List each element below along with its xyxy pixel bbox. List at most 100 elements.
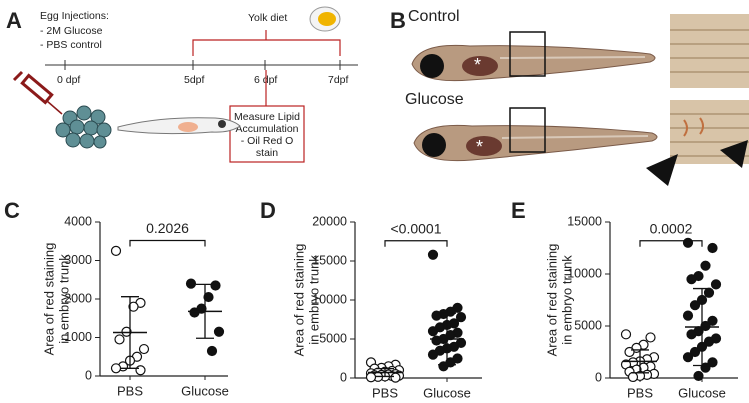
significance-bracket <box>639 240 703 247</box>
panel-letter: A <box>6 8 22 33</box>
data-point <box>431 310 442 321</box>
data-point <box>703 336 715 347</box>
data-point <box>110 363 122 374</box>
arrowhead <box>646 154 678 186</box>
syringe <box>12 70 63 115</box>
data-point <box>365 372 377 383</box>
fish-control <box>411 44 656 82</box>
p-value: <0.0001 <box>391 220 442 236</box>
row-label: Control <box>408 8 460 25</box>
data-point <box>686 329 697 340</box>
zoom-box <box>509 31 546 77</box>
injection-item: - PBS control <box>40 39 102 51</box>
data-point <box>620 329 632 340</box>
sd-bar <box>376 367 394 378</box>
y-tick-label: 3000 <box>64 253 92 267</box>
data-point <box>390 372 401 383</box>
y-tick-label: 10000 <box>567 266 602 280</box>
data-point <box>707 357 718 368</box>
sd-bar <box>196 283 214 339</box>
y-tick-label: 0 <box>340 370 347 384</box>
y-tick-label: 20000 <box>312 214 347 228</box>
assay-text: Measure Lipid <box>234 111 300 123</box>
timeline-label: 5dpf <box>184 74 205 86</box>
x-tick-label: PBS <box>372 385 398 400</box>
data-point <box>682 352 694 363</box>
assay-text: - Oil Red O <box>241 135 294 147</box>
data-point <box>135 365 146 376</box>
p-value: 0.2026 <box>146 220 189 236</box>
assay-text: Accumulation <box>235 123 298 135</box>
significance-bracket <box>384 240 448 247</box>
data-point <box>682 237 694 248</box>
y-tick-label: 15000 <box>312 253 347 267</box>
embryo-cluster <box>55 105 112 149</box>
p-value: 0.0002 <box>650 220 693 236</box>
y-axis-label: Area of red staining <box>544 244 559 357</box>
significance-bracket <box>129 239 206 247</box>
y-tick-label: 0 <box>85 368 92 382</box>
sd-bar <box>438 312 456 366</box>
sd-bar <box>121 296 139 369</box>
data-point <box>693 370 704 382</box>
data-point <box>210 280 221 291</box>
y-axis-label: in embryo trunk <box>306 255 321 345</box>
data-point <box>438 361 449 372</box>
y-tick-label: 5000 <box>319 331 347 345</box>
data-point <box>427 326 439 337</box>
data-point <box>203 291 214 303</box>
x-tick-label: PBS <box>627 385 653 400</box>
asterisk: * <box>476 137 483 157</box>
data-point <box>689 346 701 358</box>
egg-icon <box>309 6 341 32</box>
panel-letter: E <box>511 198 526 223</box>
data-point <box>206 345 218 357</box>
injection-title: Egg Injections: <box>40 10 109 22</box>
data-point <box>114 334 125 345</box>
row-label: Glucose <box>405 91 464 108</box>
sd-bar <box>631 349 649 374</box>
zoom-box <box>509 107 546 153</box>
assay-text: stain <box>256 147 278 159</box>
data-point <box>121 326 132 337</box>
larva-icon <box>117 117 241 135</box>
timeline-label: 7dpf <box>328 74 349 86</box>
data-point <box>110 245 122 256</box>
injection-item: - 2M Glucose <box>40 25 103 37</box>
data-point <box>682 310 694 321</box>
y-tick-label: 2000 <box>64 291 92 305</box>
data-point <box>700 320 711 332</box>
arrowhead <box>720 140 748 168</box>
y-axis-label: Area of red staining <box>291 244 306 357</box>
data-point <box>627 371 639 383</box>
y-tick-label: 4000 <box>64 214 92 228</box>
data-point <box>707 242 718 254</box>
data-point <box>138 343 150 355</box>
x-tick-label: Glucose <box>678 385 726 400</box>
y-tick-label: 15000 <box>567 214 602 228</box>
data-point <box>427 349 439 360</box>
data-point <box>189 307 200 318</box>
panel-letter: D <box>260 198 276 223</box>
data-point <box>455 312 467 323</box>
inset-control <box>670 14 749 88</box>
sd-bar <box>693 287 711 367</box>
data-point <box>128 301 139 312</box>
data-point <box>213 326 225 337</box>
data-point <box>710 279 722 290</box>
asterisk: * <box>474 55 481 75</box>
data-point <box>700 260 711 271</box>
x-tick-label: Glucose <box>181 383 229 398</box>
x-tick-label: PBS <box>117 383 143 398</box>
assay-box <box>229 105 305 163</box>
data-point <box>707 315 718 326</box>
data-point <box>185 278 197 289</box>
y-axis-label: in embryo trunk <box>559 255 574 345</box>
y-tick-label: 1000 <box>64 330 92 344</box>
data-point <box>689 300 701 311</box>
timeline-label: 0 dpf <box>57 74 80 86</box>
data-point <box>624 346 635 358</box>
data-point <box>427 249 439 260</box>
y-tick-label: 0 <box>595 370 602 384</box>
y-axis-label: Area of red staining <box>41 243 56 356</box>
